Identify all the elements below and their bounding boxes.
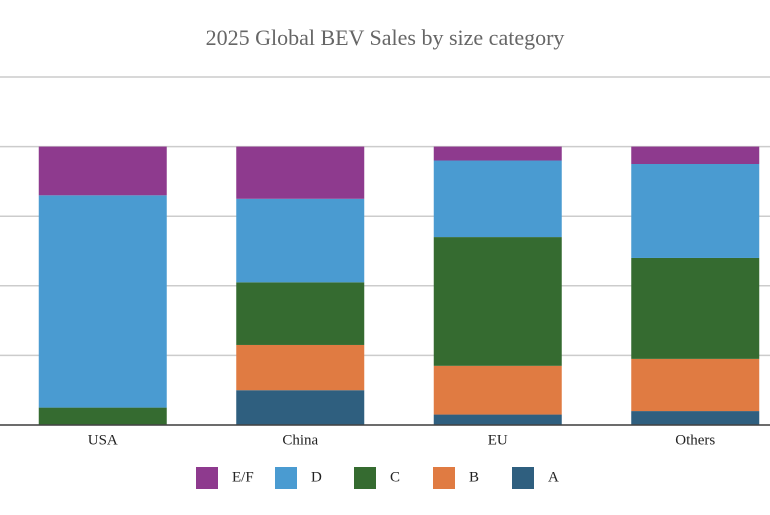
bar-segment	[433, 414, 562, 425]
bar-segment	[631, 257, 760, 359]
bar-segment	[433, 365, 562, 415]
legend-swatch	[196, 467, 218, 489]
bar-segment	[433, 237, 562, 366]
legend-swatch	[512, 467, 534, 489]
legend-label: D	[311, 469, 322, 485]
bar-segment	[236, 146, 365, 199]
bar-segment	[236, 390, 365, 425]
bar-segment	[38, 195, 167, 408]
bar-segment	[433, 146, 562, 161]
x-tick-label: China	[282, 432, 318, 448]
bar-segment	[631, 164, 760, 258]
legend-label: C	[390, 469, 400, 485]
bar-segment	[236, 344, 365, 391]
bar-segment	[433, 160, 562, 238]
bar-segment	[236, 282, 365, 345]
legend-label: B	[469, 469, 479, 485]
x-tick-label: USA	[88, 432, 118, 448]
bar-segment	[38, 146, 167, 196]
legend-label: E/F	[232, 469, 254, 485]
chart-title: 2025 Global BEV Sales by size category	[206, 25, 565, 50]
bar-segment	[236, 198, 365, 283]
legend-swatch	[354, 467, 376, 489]
bar-segment	[631, 146, 760, 164]
x-tick-label: Others	[675, 432, 715, 448]
legend-swatch	[433, 467, 455, 489]
legend-swatch	[275, 467, 297, 489]
bar-segment	[631, 411, 760, 425]
bar-segment	[631, 358, 760, 412]
legend-label: A	[548, 469, 559, 485]
bar-segment	[38, 407, 167, 425]
x-tick-label: EU	[488, 432, 508, 448]
